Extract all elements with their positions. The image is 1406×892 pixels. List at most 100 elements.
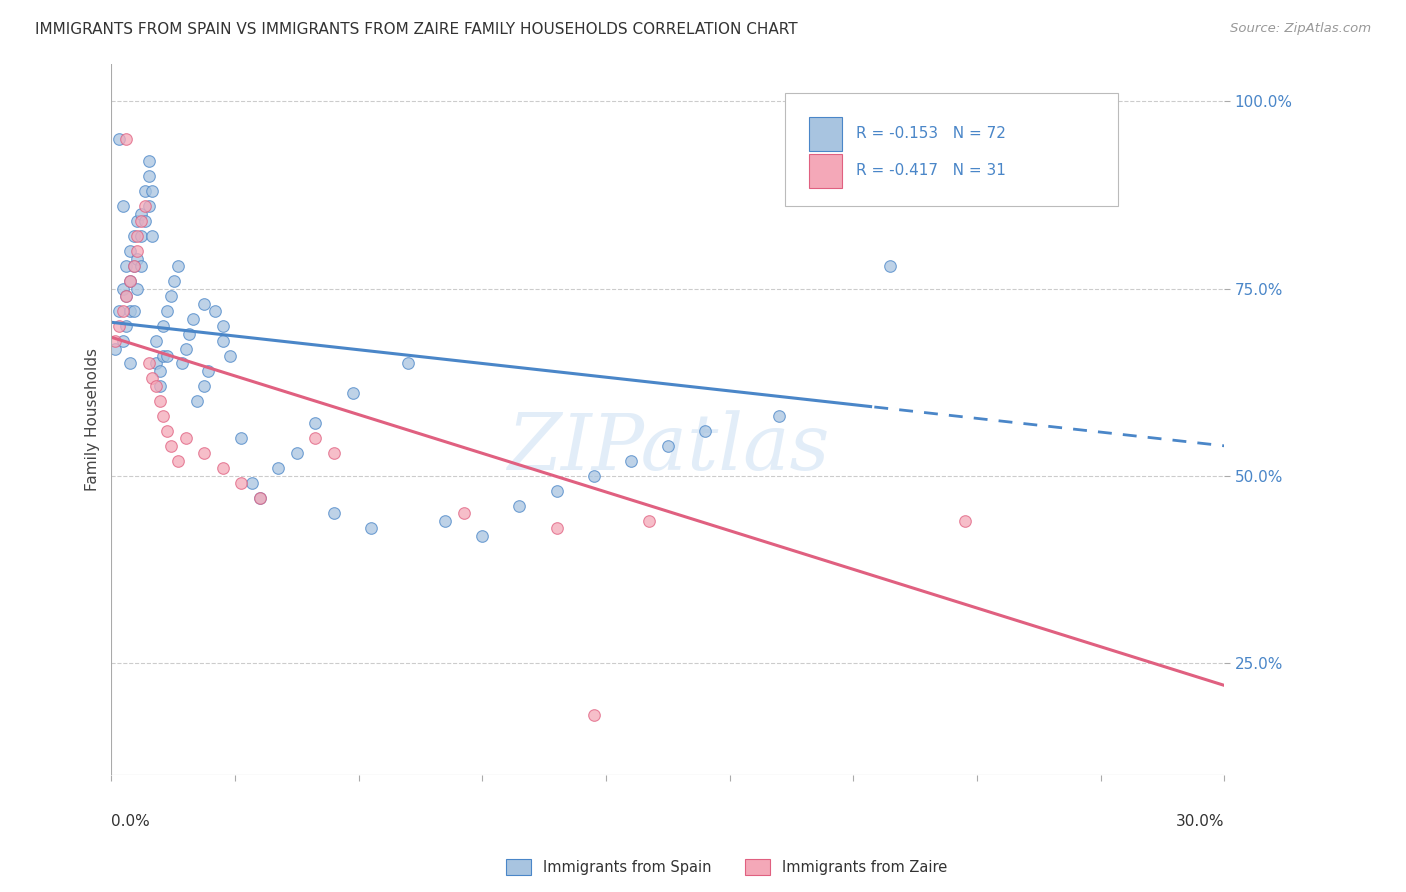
Point [129, 214, 152, 228]
Point [546, 521, 568, 535]
Point [108, 319, 131, 334]
Point [141, 229, 163, 244]
Point [145, 356, 167, 370]
Point [134, 184, 156, 198]
Point [129, 207, 152, 221]
Point [118, 244, 141, 259]
Point [122, 259, 145, 273]
Point [115, 289, 138, 303]
Point [342, 386, 364, 401]
Text: ZIPatlas: ZIPatlas [506, 410, 830, 486]
Point [156, 304, 179, 318]
Point [111, 304, 134, 318]
Point [115, 259, 138, 273]
Point [111, 334, 134, 348]
Point [768, 409, 790, 423]
Point [111, 199, 134, 213]
Text: R = -0.417   N = 31: R = -0.417 N = 31 [856, 163, 1005, 178]
Point [145, 379, 167, 393]
Point [127, 252, 149, 266]
Point [186, 393, 208, 408]
Point [127, 282, 149, 296]
FancyBboxPatch shape [808, 153, 842, 188]
Point [152, 409, 174, 423]
Point [156, 424, 179, 438]
Point [453, 506, 475, 520]
Point [127, 214, 149, 228]
Point [141, 371, 163, 385]
Point [156, 349, 179, 363]
Point [953, 514, 976, 528]
Point [249, 491, 271, 506]
Point [138, 154, 160, 169]
Point [879, 259, 901, 273]
Point [104, 342, 127, 356]
Point [508, 499, 530, 513]
Point [323, 506, 346, 520]
Point [546, 483, 568, 498]
Point [129, 259, 152, 273]
Point [145, 334, 167, 348]
Point [138, 356, 160, 370]
Point [193, 296, 215, 310]
Point [360, 521, 382, 535]
Point [304, 417, 326, 431]
Point [127, 244, 149, 259]
Point [240, 476, 263, 491]
Text: 0.0%: 0.0% [111, 814, 150, 830]
FancyBboxPatch shape [808, 117, 842, 151]
Point [193, 446, 215, 460]
Point [267, 461, 290, 475]
Point [115, 132, 138, 146]
Text: R = -0.153   N = 72: R = -0.153 N = 72 [856, 127, 1005, 141]
Point [285, 446, 308, 460]
Point [211, 319, 233, 334]
Point [149, 379, 172, 393]
Point [134, 214, 156, 228]
Point [159, 289, 181, 303]
Point [174, 342, 197, 356]
Point [108, 304, 131, 318]
Point [170, 356, 193, 370]
Point [152, 319, 174, 334]
Point [118, 274, 141, 288]
Point [231, 431, 253, 445]
Point [115, 319, 138, 334]
Point [127, 229, 149, 244]
Point [249, 491, 271, 506]
Text: Immigrants from Zaire: Immigrants from Zaire [782, 860, 948, 874]
Point [181, 311, 204, 326]
Point [118, 356, 141, 370]
Text: IMMIGRANTS FROM SPAIN VS IMMIGRANTS FROM ZAIRE FAMILY HOUSEHOLDS CORRELATION CHA: IMMIGRANTS FROM SPAIN VS IMMIGRANTS FROM… [35, 22, 797, 37]
Point [193, 379, 215, 393]
Point [118, 304, 141, 318]
Point [211, 461, 233, 475]
Point [152, 349, 174, 363]
Point [204, 304, 226, 318]
Point [104, 334, 127, 348]
Point [149, 393, 172, 408]
Text: Immigrants from Spain: Immigrants from Spain [543, 860, 711, 874]
Point [304, 431, 326, 445]
Point [129, 229, 152, 244]
Point [163, 274, 186, 288]
Point [141, 184, 163, 198]
Point [323, 446, 346, 460]
Point [197, 364, 219, 378]
Point [134, 199, 156, 213]
Point [693, 424, 716, 438]
Text: 30.0%: 30.0% [1175, 814, 1225, 830]
Point [638, 514, 661, 528]
Point [159, 439, 181, 453]
Point [138, 199, 160, 213]
Point [471, 528, 494, 542]
Point [138, 169, 160, 184]
Point [620, 454, 643, 468]
Point [167, 259, 190, 273]
Point [108, 132, 131, 146]
Y-axis label: Family Households: Family Households [86, 348, 100, 491]
Point [231, 476, 253, 491]
Point [174, 431, 197, 445]
Point [582, 708, 605, 723]
Point [118, 274, 141, 288]
